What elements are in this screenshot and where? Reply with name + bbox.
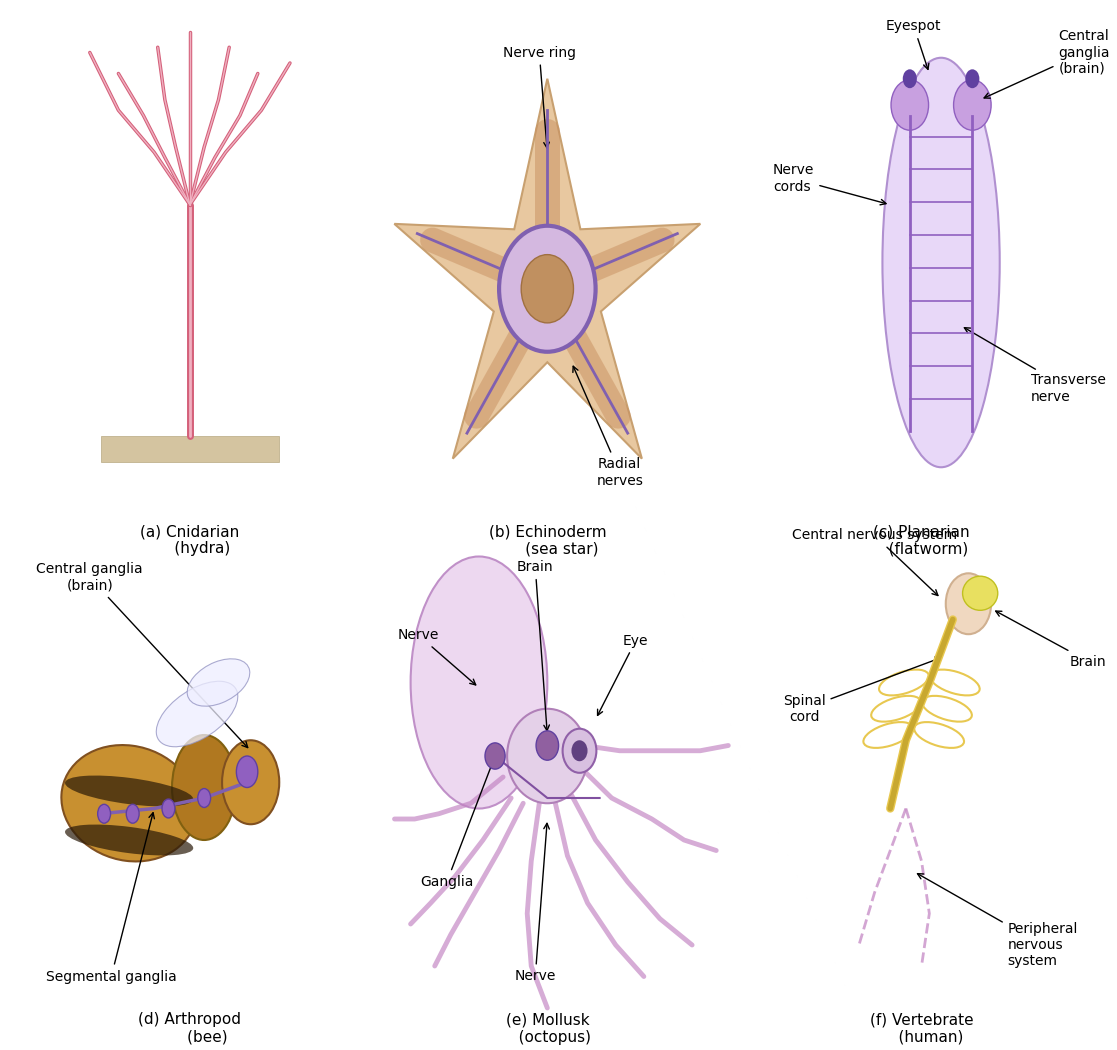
Text: Segmental ganglia: Segmental ganglia bbox=[46, 813, 176, 984]
Circle shape bbox=[198, 789, 211, 807]
Text: Brain: Brain bbox=[995, 611, 1107, 669]
Ellipse shape bbox=[411, 556, 547, 808]
Circle shape bbox=[891, 80, 928, 130]
Text: (e) Mollusk
   (octopus): (e) Mollusk (octopus) bbox=[504, 1012, 591, 1045]
Text: Nerve ring: Nerve ring bbox=[503, 45, 575, 148]
Ellipse shape bbox=[172, 735, 237, 840]
Text: Eye: Eye bbox=[598, 633, 649, 715]
Text: Ganglia: Ganglia bbox=[420, 760, 494, 889]
Text: Spinal
cord: Spinal cord bbox=[783, 657, 941, 723]
Circle shape bbox=[946, 573, 991, 634]
Text: (c) Planarian
   (flatworm): (c) Planarian (flatworm) bbox=[873, 524, 970, 557]
Circle shape bbox=[563, 729, 596, 773]
Text: (b) Echinoderm
      (sea star): (b) Echinoderm (sea star) bbox=[488, 524, 607, 557]
Text: Nerve
cords: Nerve cords bbox=[773, 164, 886, 205]
Circle shape bbox=[222, 740, 279, 824]
Circle shape bbox=[499, 226, 595, 352]
Circle shape bbox=[965, 69, 980, 88]
Polygon shape bbox=[101, 436, 279, 462]
Ellipse shape bbox=[65, 776, 193, 806]
Polygon shape bbox=[394, 79, 700, 459]
Ellipse shape bbox=[507, 709, 588, 803]
Ellipse shape bbox=[65, 824, 193, 856]
Circle shape bbox=[954, 80, 991, 130]
Text: Nerve: Nerve bbox=[398, 628, 476, 685]
Circle shape bbox=[162, 799, 175, 818]
Circle shape bbox=[97, 804, 111, 823]
Text: (a) Cnidarian
     (hydra): (a) Cnidarian (hydra) bbox=[141, 524, 239, 557]
Text: Transverse
nerve: Transverse nerve bbox=[964, 328, 1106, 403]
Text: Radial
nerves: Radial nerves bbox=[573, 366, 643, 487]
Text: (f) Vertebrate
    (human): (f) Vertebrate (human) bbox=[870, 1012, 973, 1045]
Circle shape bbox=[536, 731, 558, 760]
Text: Eyespot: Eyespot bbox=[886, 19, 942, 69]
Text: (d) Arthropod
       (bee): (d) Arthropod (bee) bbox=[139, 1012, 241, 1045]
Text: Central nervous system: Central nervous system bbox=[792, 528, 957, 595]
Ellipse shape bbox=[963, 576, 997, 610]
Text: Brain: Brain bbox=[517, 560, 554, 731]
Circle shape bbox=[485, 743, 505, 769]
Ellipse shape bbox=[61, 746, 197, 861]
Circle shape bbox=[903, 69, 917, 88]
Ellipse shape bbox=[156, 681, 238, 747]
Text: Nerve: Nerve bbox=[515, 823, 556, 984]
Circle shape bbox=[237, 756, 258, 788]
Text: Peripheral
nervous
system: Peripheral nervous system bbox=[917, 874, 1078, 968]
Text: Central
ganglia
(brain): Central ganglia (brain) bbox=[984, 29, 1110, 99]
Circle shape bbox=[522, 255, 573, 323]
Ellipse shape bbox=[882, 58, 1000, 467]
Circle shape bbox=[126, 804, 140, 823]
Text: Central ganglia
(brain): Central ganglia (brain) bbox=[37, 563, 248, 748]
Ellipse shape bbox=[188, 658, 250, 707]
Circle shape bbox=[572, 740, 588, 761]
